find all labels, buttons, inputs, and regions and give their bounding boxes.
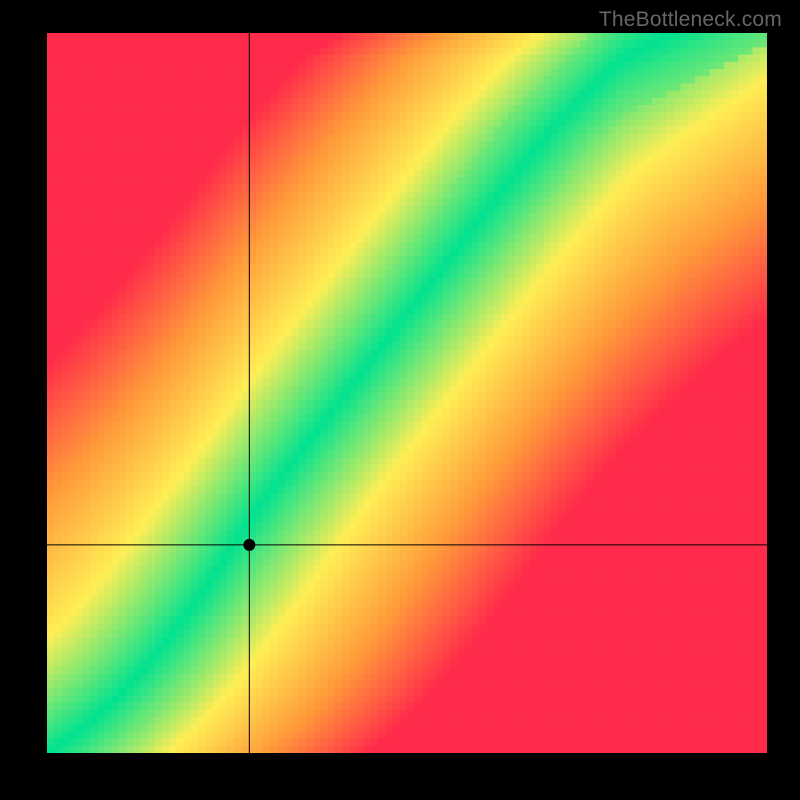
heatmap-svg xyxy=(47,33,767,753)
heatmap-plot xyxy=(47,33,767,753)
crosshair-dot xyxy=(243,539,255,551)
watermark-text: TheBottleneck.com xyxy=(599,8,782,32)
